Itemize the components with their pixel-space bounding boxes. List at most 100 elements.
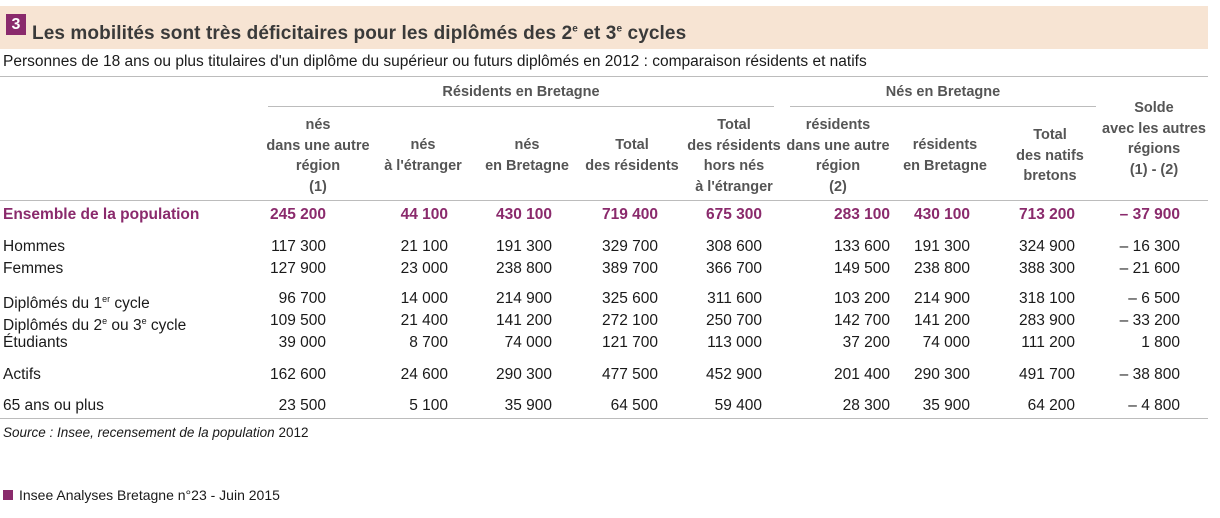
table-cell: 28 300 xyxy=(842,397,890,414)
table-cell: 35 900 xyxy=(922,397,970,414)
table-cell: 162 600 xyxy=(269,366,326,383)
table-cell: 21 400 xyxy=(400,312,448,329)
table-cell: 366 700 xyxy=(705,260,762,277)
table-row: Actifs 162 600 24 600 290 300 477 500 452 900… xyxy=(0,364,1208,386)
table-cell: 290 300 xyxy=(495,366,552,383)
table-cell: 318 100 xyxy=(1018,290,1075,307)
table-row: Diplômés du 2e ou 3e cycle 109 500 21 400 1… xyxy=(0,310,1208,334)
row-label: Ensemble de la population xyxy=(3,206,200,223)
table-cell: 37 200 xyxy=(842,334,890,351)
table-cell: 308 600 xyxy=(705,238,762,255)
column-header: Total des résidents hors nés à l'étrange… xyxy=(687,117,781,195)
figure-title: Les mobilités sont très déficitaires pou… xyxy=(32,23,687,44)
table-cell: 14 000 xyxy=(400,290,448,307)
table-cell: 21 100 xyxy=(400,238,448,255)
table-cell: 191 300 xyxy=(495,238,552,255)
table-cell: 103 200 xyxy=(833,290,890,307)
table-row: 65 ans ou plus 23 500 5 100 35 900 64 500 59 … xyxy=(0,395,1208,417)
table-top-rule xyxy=(0,76,1208,77)
table-cell: 329 700 xyxy=(601,238,658,255)
table-cell: 238 800 xyxy=(495,260,552,277)
table-cell: 430 100 xyxy=(913,206,970,223)
table-cell: 250 700 xyxy=(705,312,762,329)
table-cell: – 21 600 xyxy=(1119,260,1180,277)
table-cell: 141 200 xyxy=(913,312,970,329)
table-cell: – 38 800 xyxy=(1119,366,1180,383)
footer-square-icon xyxy=(3,490,13,500)
title-bar: 3 Les mobilités sont très déficitaires p… xyxy=(0,6,1208,49)
table-cell: 238 800 xyxy=(913,260,970,277)
table-cell: 96 700 xyxy=(278,290,326,307)
table-cell: 64 500 xyxy=(610,397,658,414)
column-header: nés dans une autre région (1) xyxy=(266,117,370,195)
group-header-natifs: Nés en Bretagne xyxy=(885,84,1001,100)
table-cell: 272 100 xyxy=(601,312,658,329)
table-cell: – 33 200 xyxy=(1119,312,1180,329)
figure-number-badge: 3 xyxy=(6,14,26,35)
column-header: résidents dans une autre région (2) xyxy=(786,117,890,195)
table-row: Étudiants 39 000 8 700 74 000 121 700 113 000… xyxy=(0,332,1208,354)
group-rule-natifs xyxy=(790,106,1096,107)
table-cell: 191 300 xyxy=(913,238,970,255)
column-header: Solde avec les autres régions (1) - (2) xyxy=(1102,100,1206,178)
table-cell: 141 200 xyxy=(495,312,552,329)
table-cell: – 16 300 xyxy=(1119,238,1180,255)
table-cell: 290 300 xyxy=(913,366,970,383)
row-label: Hommes xyxy=(3,238,66,255)
table-cell: 74 000 xyxy=(504,334,552,351)
table-cell: 149 500 xyxy=(833,260,890,277)
table-cell: – 37 900 xyxy=(1119,206,1180,223)
table-cell: 311 600 xyxy=(707,290,762,307)
table-cell: 142 700 xyxy=(833,312,890,329)
row-label: Étudiants xyxy=(3,334,68,351)
table-cell: 8 700 xyxy=(409,334,448,351)
table-cell: 1 800 xyxy=(1141,334,1180,351)
column-header: nés en Bretagne xyxy=(485,137,569,174)
table-cell: 719 400 xyxy=(601,206,658,223)
table-cell: 214 900 xyxy=(913,290,970,307)
table-cell: 452 900 xyxy=(705,366,762,383)
table-cell: 127 900 xyxy=(269,260,326,277)
table-cell: 713 200 xyxy=(1018,206,1075,223)
table-cell: 5 100 xyxy=(409,397,448,414)
row-label: 65 ans ou plus xyxy=(3,397,104,414)
column-header: résidents en Bretagne xyxy=(903,137,987,174)
table-cell: 35 900 xyxy=(504,397,552,414)
table-cell: 325 600 xyxy=(601,290,658,307)
table-cell: 113 000 xyxy=(707,334,762,351)
table-cell: 23 000 xyxy=(400,260,448,277)
table-row: Femmes 127 900 23 000 238 800 389 700 366 700… xyxy=(0,258,1208,280)
table-cell: 477 500 xyxy=(601,366,658,383)
table-cell: 23 500 xyxy=(278,397,326,414)
table-row: Hommes 117 300 21 100 191 300 329 700 308 600… xyxy=(0,236,1208,258)
table-cell: 675 300 xyxy=(705,206,762,223)
table-cell: – 6 500 xyxy=(1128,290,1180,307)
table-cell: 283 900 xyxy=(1018,312,1075,329)
table-cell: 324 900 xyxy=(1018,238,1075,255)
row-label: Diplômés du 2e ou 3e cycle xyxy=(3,316,187,335)
table-cell: 111 200 xyxy=(1021,334,1075,351)
publication-footer: Insee Analyses Bretagne n°23 - Juin 2015 xyxy=(3,487,280,503)
table-cell: 245 200 xyxy=(269,206,326,223)
group-header-residents: Résidents en Bretagne xyxy=(442,84,600,100)
table-cell: 109 500 xyxy=(269,312,326,329)
column-header: nés à l'étranger xyxy=(384,137,462,174)
table-cell: 491 700 xyxy=(1018,366,1075,383)
table-row: Diplômés du 1er cycle 96 700 14 000 214 900… xyxy=(0,288,1208,312)
table-cell: 201 400 xyxy=(833,366,890,383)
table-cell: 74 000 xyxy=(922,334,970,351)
table-header-rule xyxy=(0,200,1208,201)
table-cell: 214 900 xyxy=(495,290,552,307)
table-cell: 388 300 xyxy=(1018,260,1075,277)
table-cell: 64 200 xyxy=(1027,397,1075,414)
table-row: Ensemble de la population 245 200 44 100 43… xyxy=(0,204,1208,226)
figure-subtitle: Personnes de 18 ans ou plus titulaires d… xyxy=(3,53,867,70)
table-cell: 24 600 xyxy=(400,366,448,383)
row-label: Actifs xyxy=(3,366,41,383)
table-cell: 133 600 xyxy=(833,238,890,255)
table-cell: 39 000 xyxy=(278,334,326,351)
column-header: Total des résidents xyxy=(585,137,679,174)
table-cell: 117 300 xyxy=(271,238,326,255)
table-cell: 59 400 xyxy=(714,397,762,414)
group-rule-residents xyxy=(268,106,774,107)
